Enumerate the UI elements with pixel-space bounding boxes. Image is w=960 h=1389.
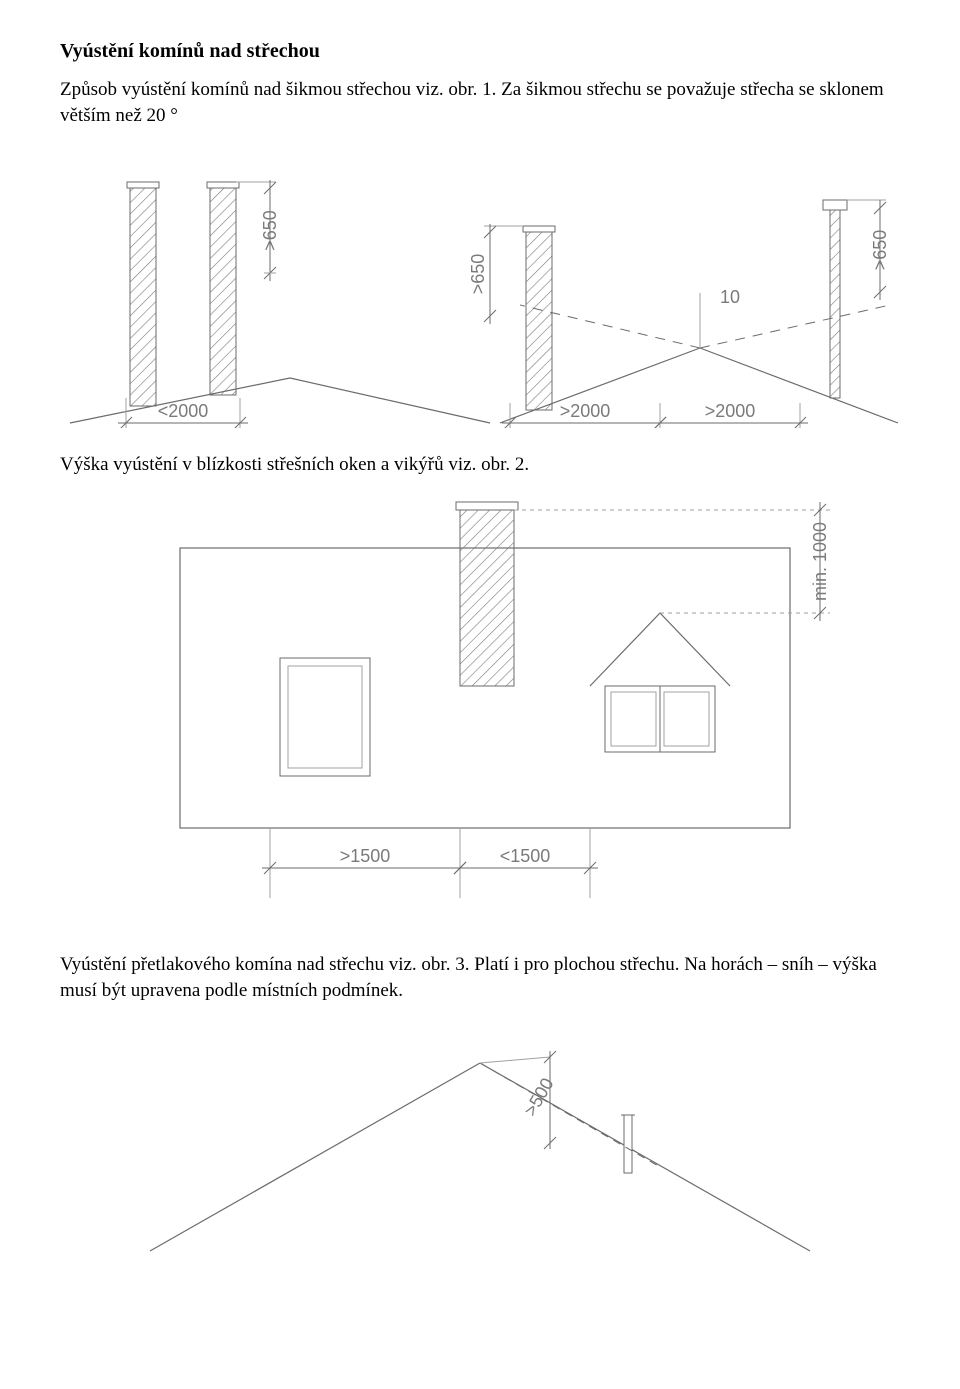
paragraph-1: Způsob vyústění komínů nad šikmou střech… [60,77,900,128]
svg-text:>1500: >1500 [340,846,391,866]
figure-1: >650 <2000 10 >650 >650 >2000 >2000 [60,148,900,428]
svg-text:<2000: <2000 [158,401,209,421]
svg-text:>500: >500 [520,1075,558,1120]
svg-text:>650: >650 [870,230,890,271]
svg-text:>650: >650 [468,254,488,295]
svg-text:>2000: >2000 [560,401,611,421]
svg-text:10: 10 [720,287,740,307]
figure-3: >500 [60,1023,900,1253]
svg-text:<1500: <1500 [500,846,551,866]
svg-text:min. 1000: min. 1000 [810,522,830,601]
page-title: Vyústění komínů nad střechou [60,40,900,63]
figure-2: min. 1000 >1500 <1500 [60,498,900,928]
svg-text:>2000: >2000 [705,401,756,421]
paragraph-2: Výška vyústění v blízkosti střešních oke… [60,452,900,478]
paragraph-3: Vyústění přetlakového komína nad střechu… [60,952,900,1003]
svg-text:>650: >650 [260,211,280,252]
